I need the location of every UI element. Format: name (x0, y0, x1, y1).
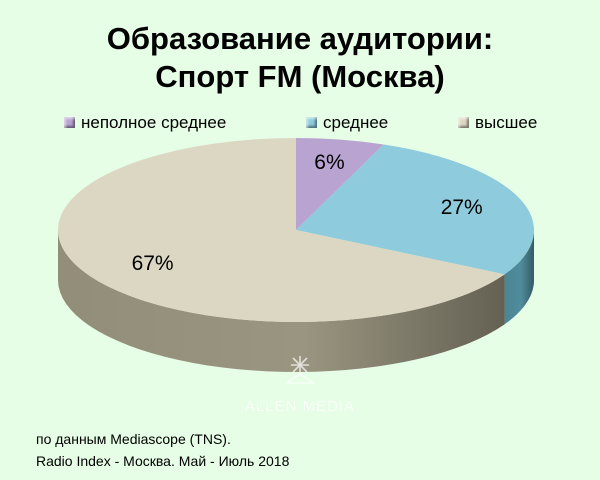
pie-slice-higher (57, 138, 505, 322)
legend-label-incomplete-secondary: неполное среднее (81, 113, 227, 132)
pie-slice-secondary (296, 144, 534, 275)
data-label-secondary: 27% (441, 196, 483, 219)
data-label-incomplete-secondary: 6% (314, 151, 344, 174)
watermark-text: ALLEN MEDIA (244, 398, 356, 415)
source-line-1: по данным Mediascope (TNS). (36, 431, 231, 447)
title-line-1: Образование аудитории: (106, 21, 494, 56)
legend-label-secondary: среднее (323, 113, 389, 132)
legend-item-higher: высшее (458, 113, 537, 133)
watermark-logo-icon (285, 356, 315, 384)
data-label-higher: 67% (132, 252, 174, 275)
source-line-2: Radio Index - Москва. Май - Июль 2018 (36, 453, 290, 469)
legend-swatch-incomplete-secondary (64, 117, 75, 128)
pie-labels: 6% 27% 67% (132, 151, 483, 275)
pie-sides (58, 230, 534, 372)
legend: неполное среднее среднее высшее (0, 113, 600, 135)
pie-slice-incomplete-secondary (296, 138, 384, 230)
legend-item-incomplete-secondary: неполное среднее (64, 113, 226, 133)
title-line-2: Спорт FM (Москва) (155, 59, 445, 94)
source-note: по данным Mediascope (TNS). Radio Index … (36, 428, 289, 472)
chart-title: Образование аудитории: Спорт FM (Москва) (0, 20, 600, 96)
pie-side-shade-higher (58, 230, 505, 372)
legend-swatch-higher (458, 117, 469, 128)
pie-slices (57, 138, 534, 322)
pie-side-shade-secondary (504, 230, 534, 325)
legend-swatch-secondary (306, 117, 317, 128)
legend-label-higher: высшее (475, 113, 538, 132)
legend-item-secondary: среднее (306, 113, 388, 133)
